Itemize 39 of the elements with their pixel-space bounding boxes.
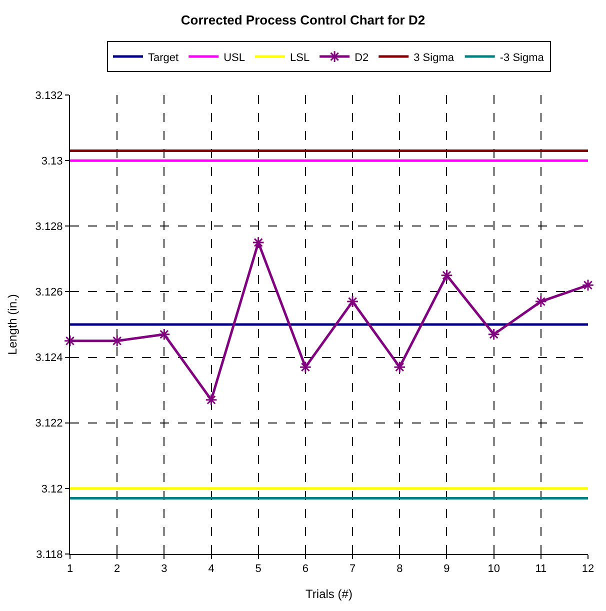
x-tick-label: 1 [66,563,74,576]
x-tick-label: 2 [114,563,120,576]
point [534,295,548,308]
x-tick-label: 3 [161,563,168,576]
legend-label: USL [224,52,245,64]
point [252,236,265,249]
legend-label: LSL [290,52,310,64]
y-tick-label: 3.13 [41,155,63,168]
point [488,328,500,340]
chart-title: Corrected Process Control Chart for D2 [180,12,426,28]
x-tick-label: 12 [582,563,594,576]
x-tick-label: 7 [349,563,356,576]
x-tick-label: 6 [302,563,309,576]
point [393,360,406,374]
y-tick-label: 3.12 [41,483,63,496]
legend-label: -3 Sigma [500,52,545,64]
x-tick-label: 8 [396,563,403,576]
point [346,295,359,308]
x-tick-label: 11 [535,563,547,576]
y-tick-label: 3.126 [35,286,63,299]
point [158,328,170,340]
y-tick-label: 3.124 [35,352,63,364]
point [440,269,453,282]
point [582,279,594,292]
legend-label: 3 Sigma [414,52,455,64]
y-tick-label: 3.118 [36,548,63,561]
legend-label: D2 [354,52,369,64]
point [205,394,218,406]
x-tick-label: 4 [208,563,214,576]
point [299,360,312,374]
x-tick-label: 10 [488,563,500,576]
x-tick-label: 9 [444,563,450,576]
y-tick-label: 3.132 [35,90,63,102]
x-tick-label: 5 [255,563,262,576]
y-axis-title: Length (in.) [6,294,20,355]
x-axis-title: Trials (#) [306,587,352,602]
legend-label: Target [148,52,179,64]
y-tick-label: 3.122 [35,418,63,430]
y-tick-label: 3.128 [35,220,63,233]
